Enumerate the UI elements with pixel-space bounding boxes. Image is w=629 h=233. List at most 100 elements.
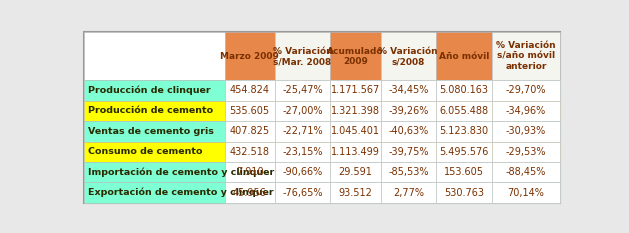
Text: Ventas de cemento gris: Ventas de cemento gris (88, 127, 214, 136)
FancyBboxPatch shape (275, 80, 330, 101)
Text: % Variación
s/Mar. 2008: % Variación s/Mar. 2008 (273, 47, 332, 66)
FancyBboxPatch shape (491, 141, 560, 162)
Text: -88,45%: -88,45% (506, 167, 546, 177)
FancyBboxPatch shape (84, 101, 225, 121)
FancyBboxPatch shape (225, 162, 275, 182)
FancyBboxPatch shape (491, 162, 560, 182)
Text: -40,63%: -40,63% (388, 126, 428, 136)
FancyBboxPatch shape (491, 182, 560, 203)
Text: -29,70%: -29,70% (506, 86, 546, 95)
Text: 454.824: 454.824 (230, 86, 270, 95)
FancyBboxPatch shape (84, 162, 560, 182)
FancyBboxPatch shape (491, 32, 560, 80)
FancyBboxPatch shape (275, 162, 330, 182)
FancyBboxPatch shape (275, 182, 330, 203)
Text: % Variación
s/año móvil
anterior: % Variación s/año móvil anterior (496, 41, 555, 71)
Text: 1.171.567: 1.171.567 (331, 86, 380, 95)
Text: -34,45%: -34,45% (388, 86, 428, 95)
FancyBboxPatch shape (84, 162, 225, 182)
Text: % Variación
s/2008: % Variación s/2008 (379, 47, 438, 66)
FancyBboxPatch shape (225, 141, 275, 162)
FancyBboxPatch shape (436, 121, 491, 141)
FancyBboxPatch shape (84, 141, 225, 162)
Text: Producción de cemento: Producción de cemento (88, 106, 213, 115)
Text: Acumulado
2009: Acumulado 2009 (327, 47, 384, 66)
Text: 7.910: 7.910 (236, 167, 264, 177)
Text: -34,96%: -34,96% (506, 106, 546, 116)
FancyBboxPatch shape (381, 32, 436, 80)
FancyBboxPatch shape (381, 101, 436, 121)
FancyBboxPatch shape (330, 80, 381, 101)
FancyBboxPatch shape (84, 182, 560, 203)
Text: 45.956: 45.956 (233, 188, 267, 198)
FancyBboxPatch shape (381, 80, 436, 101)
FancyBboxPatch shape (491, 80, 560, 101)
FancyBboxPatch shape (330, 121, 381, 141)
FancyBboxPatch shape (84, 80, 225, 101)
Text: Exportación de cemento y clinquer: Exportación de cemento y clinquer (88, 188, 274, 197)
FancyBboxPatch shape (275, 101, 330, 121)
Text: -29,53%: -29,53% (506, 147, 546, 157)
Text: 5.123.830: 5.123.830 (439, 126, 488, 136)
Text: -85,53%: -85,53% (388, 167, 428, 177)
FancyBboxPatch shape (381, 182, 436, 203)
Text: Producción de clinquer: Producción de clinquer (88, 86, 211, 95)
FancyBboxPatch shape (84, 182, 225, 203)
FancyBboxPatch shape (225, 182, 275, 203)
FancyBboxPatch shape (330, 182, 381, 203)
Text: 1.045.401: 1.045.401 (331, 126, 380, 136)
Text: 1.113.499: 1.113.499 (331, 147, 380, 157)
FancyBboxPatch shape (381, 121, 436, 141)
FancyBboxPatch shape (330, 32, 381, 80)
Text: -90,66%: -90,66% (282, 167, 323, 177)
Text: Año móvil: Año móvil (438, 52, 489, 61)
Text: 530.763: 530.763 (444, 188, 484, 198)
FancyBboxPatch shape (436, 80, 491, 101)
FancyBboxPatch shape (84, 141, 560, 162)
FancyBboxPatch shape (330, 162, 381, 182)
FancyBboxPatch shape (84, 32, 225, 80)
FancyBboxPatch shape (381, 141, 436, 162)
Text: -76,65%: -76,65% (282, 188, 323, 198)
FancyBboxPatch shape (275, 32, 330, 80)
FancyBboxPatch shape (84, 101, 560, 121)
Text: -25,47%: -25,47% (282, 86, 323, 95)
Text: -30,93%: -30,93% (506, 126, 546, 136)
FancyBboxPatch shape (225, 121, 275, 141)
FancyBboxPatch shape (381, 162, 436, 182)
Text: 1.321.398: 1.321.398 (331, 106, 380, 116)
FancyBboxPatch shape (275, 121, 330, 141)
Text: 407.825: 407.825 (230, 126, 270, 136)
Text: -39,26%: -39,26% (388, 106, 428, 116)
Text: 70,14%: 70,14% (508, 188, 544, 198)
Text: -27,00%: -27,00% (282, 106, 323, 116)
Text: 432.518: 432.518 (230, 147, 270, 157)
FancyBboxPatch shape (275, 141, 330, 162)
Text: 153.605: 153.605 (444, 167, 484, 177)
Text: 6.055.488: 6.055.488 (439, 106, 488, 116)
Text: Importación de cemento y clinquer: Importación de cemento y clinquer (88, 168, 275, 177)
FancyBboxPatch shape (436, 141, 491, 162)
Text: 2,77%: 2,77% (392, 188, 424, 198)
Text: -39,75%: -39,75% (388, 147, 428, 157)
FancyBboxPatch shape (84, 121, 225, 141)
Text: Consumo de cemento: Consumo de cemento (88, 147, 203, 156)
FancyBboxPatch shape (225, 101, 275, 121)
Text: 535.605: 535.605 (230, 106, 270, 116)
FancyBboxPatch shape (436, 101, 491, 121)
FancyBboxPatch shape (225, 80, 275, 101)
Text: -22,71%: -22,71% (282, 126, 323, 136)
FancyBboxPatch shape (225, 32, 275, 80)
Text: 29.591: 29.591 (338, 167, 372, 177)
Text: 5.080.163: 5.080.163 (439, 86, 488, 95)
FancyBboxPatch shape (84, 80, 560, 101)
Text: 5.495.576: 5.495.576 (439, 147, 489, 157)
FancyBboxPatch shape (330, 101, 381, 121)
Text: -23,15%: -23,15% (282, 147, 323, 157)
FancyBboxPatch shape (436, 162, 491, 182)
FancyBboxPatch shape (491, 121, 560, 141)
Text: 93.512: 93.512 (338, 188, 372, 198)
FancyBboxPatch shape (84, 121, 560, 141)
FancyBboxPatch shape (84, 32, 560, 203)
Text: Marzo 2009: Marzo 2009 (220, 52, 279, 61)
